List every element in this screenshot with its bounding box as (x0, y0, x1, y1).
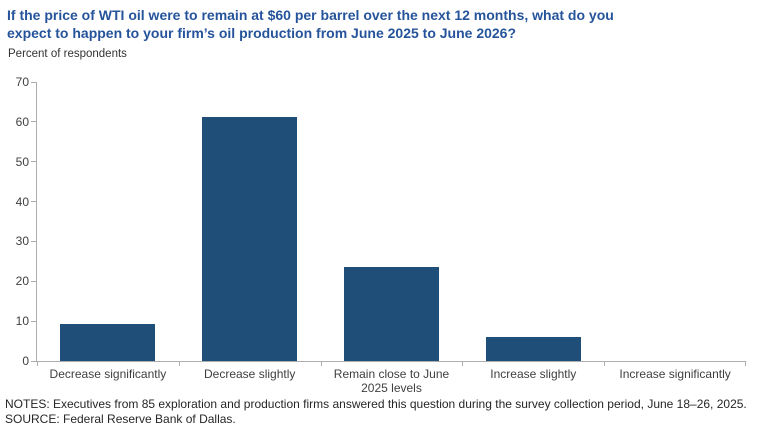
notes-text: NOTES: Executives from 85 exploration an… (5, 397, 747, 411)
x-axis-category-label: Decrease significantly (49, 367, 167, 381)
x-axis-tick (320, 361, 322, 366)
x-axis-tick (462, 361, 464, 366)
y-axis-tick (31, 201, 36, 203)
y-axis-tick-label: 20 (15, 274, 29, 289)
y-axis-tick-label: 40 (15, 194, 29, 209)
x-axis-category-label: Remain close to June 2025 levels (333, 367, 450, 395)
plot-area: 0 10 20 30 40 50 60 70 Decrease significantly Dec… (16, 75, 746, 395)
y-axis-tick (31, 240, 36, 242)
source-text: SOURCE: Federal Reserve Bank of Dallas. (5, 411, 236, 426)
y-axis-unit-label: Percent of respondents (8, 48, 127, 60)
y-axis-tick (31, 280, 36, 282)
y-axis-tick-label: 70 (15, 75, 29, 89)
y-axis-tick-label: 0 (22, 354, 29, 368)
bar-decrease-slightly (202, 117, 298, 361)
y-axis-tick (31, 360, 36, 362)
x-axis-tick (178, 361, 180, 366)
x-axis-tick (604, 361, 606, 366)
chart-title-line1: If the price of WTI oil were to remain a… (7, 7, 614, 23)
y-axis-tick (31, 121, 36, 123)
y-axis-tick (31, 81, 36, 83)
y-axis-tick-label: 10 (15, 314, 29, 329)
x-axis-category-label: Increase significantly (619, 367, 731, 381)
y-axis-tick-label: 30 (15, 234, 29, 249)
y-axis-tick-label: 50 (15, 154, 29, 169)
footnotes: NOTES: Executives from 85 exploration an… (5, 397, 759, 426)
chart-title: If the price of WTI oil were to remain a… (7, 6, 757, 42)
chart-title-line2: expect to happen to your firm’s oil prod… (7, 25, 517, 41)
x-axis-tick (745, 361, 746, 366)
bar-remain-close-to-june-2025-levels (344, 267, 439, 361)
x-axis-category-label: Increase slightly (490, 367, 577, 381)
bar-decrease-significantly (60, 323, 156, 361)
y-axis-tick-label: 60 (15, 114, 29, 129)
bar-increase-slightly (485, 337, 581, 361)
x-axis-tick (37, 361, 38, 366)
y-axis-tick (31, 320, 36, 322)
y-axis-tick (31, 161, 36, 163)
x-axis-category-label: Decrease slightly (204, 367, 296, 381)
